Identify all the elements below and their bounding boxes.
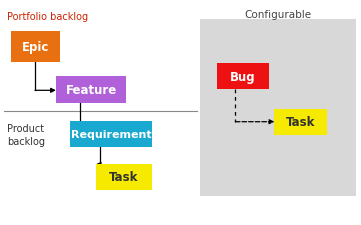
Text: Product
backlog: Product backlog	[7, 124, 45, 146]
Bar	[56, 76, 126, 104]
Bar	[274, 109, 327, 135]
Text: Configurable: Configurable	[244, 10, 312, 20]
Text: Feature: Feature	[66, 83, 117, 97]
Text: Portfolio backlog: Portfolio backlog	[7, 12, 88, 22]
Text: Task: Task	[286, 116, 315, 128]
Text: Epic: Epic	[22, 41, 49, 54]
Bar	[217, 64, 269, 90]
Text: Bug: Bug	[230, 71, 256, 83]
Text: Requirement: Requirement	[71, 129, 151, 140]
Bar	[11, 32, 60, 63]
Bar	[96, 164, 152, 190]
Bar	[200, 20, 356, 196]
Bar	[70, 122, 152, 147]
Text: Task: Task	[109, 171, 138, 184]
